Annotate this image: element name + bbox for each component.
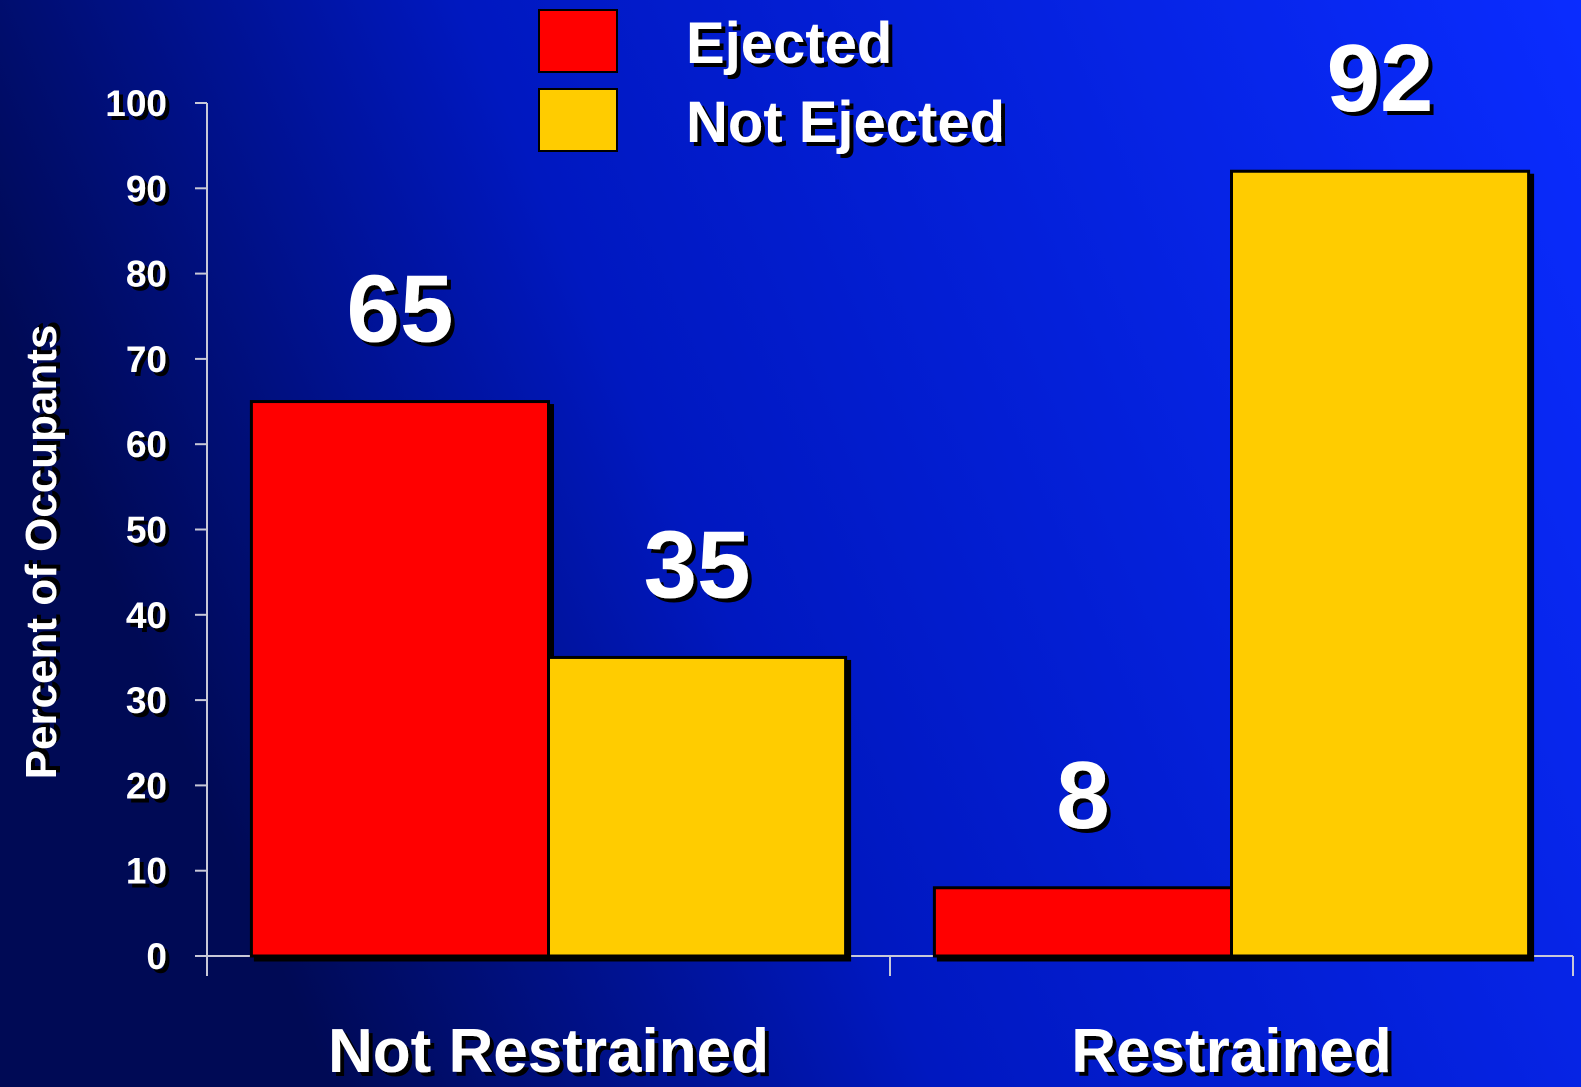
x-tick-label: Not Restrained — [328, 1017, 769, 1086]
y-axis-label: Percent of Occupants — [17, 325, 66, 780]
data-label: 8 — [1056, 742, 1109, 849]
bar — [932, 886, 1234, 958]
legend-swatch — [538, 88, 618, 152]
data-label: 35 — [644, 511, 751, 618]
bar — [249, 400, 551, 958]
legend-swatch — [538, 9, 618, 73]
y-tick-label: 10 — [126, 851, 167, 892]
y-tick-label: 0 — [146, 936, 167, 977]
y-tick-label: 50 — [126, 510, 167, 551]
y-tick-label: 70 — [126, 339, 167, 380]
bar — [1230, 169, 1531, 958]
y-tick-label: 40 — [126, 595, 167, 636]
x-tick-label: Restrained — [1071, 1017, 1391, 1086]
y-tick-label: 80 — [126, 254, 167, 295]
y-tick-label: 60 — [126, 424, 167, 465]
y-tick-label: 20 — [126, 765, 167, 806]
data-label: 92 — [1327, 25, 1434, 132]
y-tick-label: 100 — [105, 83, 167, 124]
bar — [547, 655, 848, 958]
legend-label: Not Ejected — [686, 90, 1005, 155]
y-tick-label: 30 — [126, 680, 167, 721]
legend-label: Ejected — [686, 11, 892, 76]
y-tick-label: 90 — [126, 168, 167, 209]
data-label: 65 — [347, 256, 454, 363]
